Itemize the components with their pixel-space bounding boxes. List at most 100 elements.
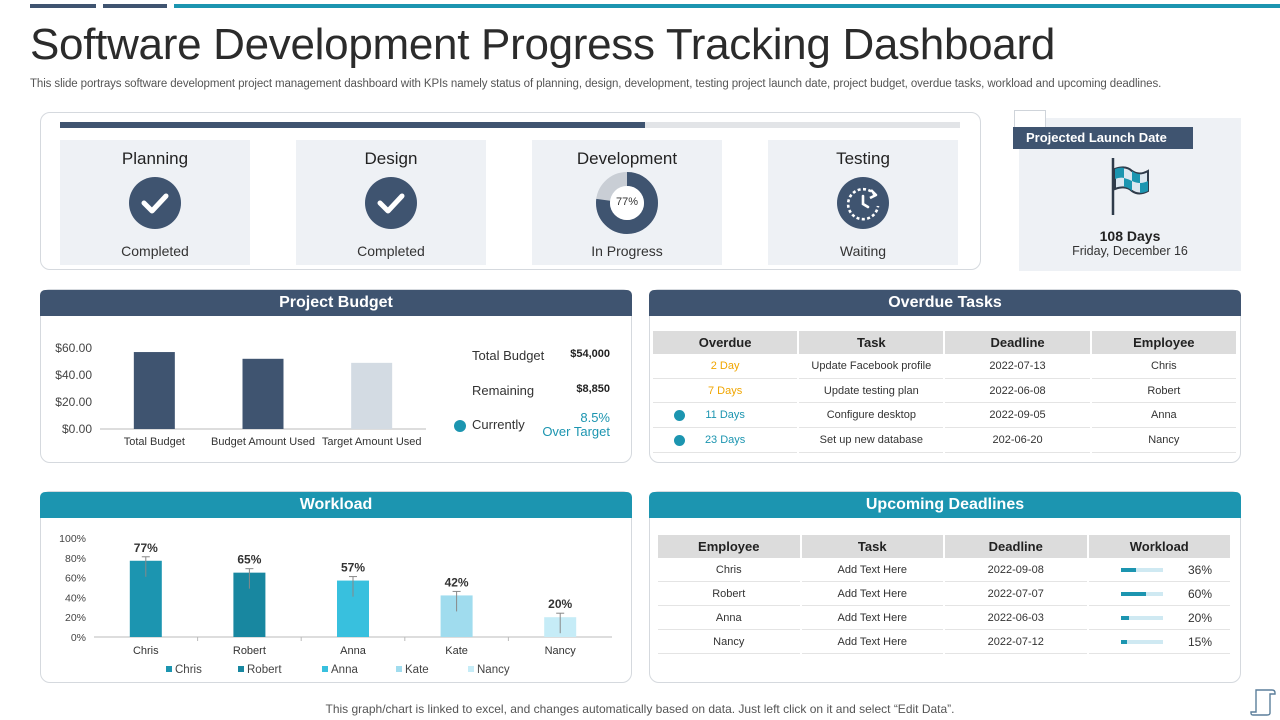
y-tick-label: $0.00: [62, 422, 92, 436]
deadline-cell: 202-06-20: [945, 428, 1090, 453]
table-row[interactable]: Anna Add Text Here 2022-06-03 20%: [658, 606, 1230, 630]
check-icon: [129, 177, 181, 229]
deadline-cell: 2022-09-08: [945, 558, 1087, 582]
footer-note: This graph/chart is linked to excel, and…: [325, 702, 955, 716]
overdue-value: 23 Days: [704, 433, 746, 446]
workload-cell: 60%: [1088, 582, 1230, 606]
col-employee[interactable]: Employee: [658, 535, 800, 558]
upcoming-table: Employee Task Deadline Workload Chris Add…: [656, 535, 1232, 654]
deadline-cell: 2022-06-08: [945, 379, 1090, 404]
stage-planning[interactable]: Planning Completed: [60, 140, 250, 265]
x-tick-label: Total Budget: [124, 436, 185, 448]
top-accent-bar-1: [30, 4, 96, 8]
table-row[interactable]: 7 Days Update testing plan 2022-06-08 Rober…: [653, 379, 1236, 404]
employee-cell: Robert: [658, 582, 800, 606]
col-deadline[interactable]: Deadline: [945, 331, 1090, 354]
deadline-cell: 2022-07-13: [945, 354, 1090, 379]
overdue-value: 11 Days: [705, 409, 745, 422]
workload-bar-fill: [1120, 592, 1146, 596]
currently-value: 8.5%: [580, 410, 610, 425]
budget-bar: [133, 352, 175, 429]
workload-percent: 60%: [1187, 587, 1212, 601]
table-row[interactable]: 11 Days Configure desktop 2022-09-05 Anna: [653, 403, 1236, 429]
page-subtitle: This slide portrays software development…: [30, 78, 1162, 90]
col-employee[interactable]: Employee: [1091, 331, 1236, 354]
workload-bar-fill: [1120, 568, 1136, 572]
task-cell: Configure desktop: [799, 403, 944, 429]
y-tick-label: $60.00: [55, 341, 92, 355]
col-task[interactable]: Task: [799, 331, 944, 354]
x-tick-label: Target Amount Used: [322, 436, 422, 448]
legend-swatch: [468, 666, 474, 672]
col-task[interactable]: Task: [801, 535, 943, 558]
stage-development[interactable]: Development 77% In Progress: [532, 140, 722, 265]
workload-bar-fill: [1120, 640, 1127, 644]
stage-status: Completed: [357, 243, 425, 259]
workload-bar-fill: [1120, 616, 1129, 620]
task-cell: Update Facebook profile: [799, 354, 944, 379]
y-tick-label: 20%: [65, 612, 86, 624]
y-tick-label: $40.00: [55, 368, 92, 382]
workload-percent: 20%: [1187, 611, 1212, 625]
currently-dot-icon: [454, 420, 466, 432]
overdue-cell: 7 Days: [653, 379, 798, 404]
col-deadline[interactable]: Deadline: [945, 535, 1087, 558]
table-row[interactable]: 2 Day Update Facebook profile 2022-07-13 Ch…: [653, 354, 1236, 379]
col-overdue[interactable]: Overdue: [653, 331, 798, 354]
budget-chart[interactable]: $0.00 $20.00 $40.00 $60.00 Total Budget Budge…: [44, 330, 434, 458]
workload-bar: [1120, 592, 1163, 596]
y-tick-label: 40%: [65, 592, 86, 604]
overdue-cell: 11 Days: [653, 403, 798, 429]
table-row[interactable]: Nancy Add Text Here 2022-07-12 15%: [658, 630, 1230, 654]
task-cell: Set up new database: [799, 428, 944, 453]
legend-swatch: [166, 666, 172, 672]
workload-bar: [1120, 616, 1163, 620]
legend-swatch: [322, 666, 328, 672]
task-cell: Update testing plan: [799, 379, 944, 404]
data-label: 57%: [341, 561, 365, 575]
task-cell: Add Text Here: [801, 582, 943, 606]
col-workload[interactable]: Workload: [1088, 535, 1230, 558]
x-tick-label: Budget Amount Used: [211, 436, 315, 448]
data-label: 42%: [445, 575, 469, 589]
stage-design[interactable]: Design Completed: [296, 140, 486, 265]
workload-cell: 36%: [1088, 558, 1230, 582]
workload-bar: [1120, 640, 1163, 644]
stage-testing[interactable]: Testing Waiting: [768, 140, 958, 265]
overdue-header: Overdue Tasks: [649, 290, 1241, 316]
launch-tab: [1014, 110, 1046, 128]
legend-label: Nancy: [477, 664, 510, 676]
task-cell: Add Text Here: [801, 630, 943, 654]
check-icon: [365, 177, 417, 229]
table-row[interactable]: Robert Add Text Here 2022-07-07 60%: [658, 582, 1230, 606]
employee-cell: Anna: [658, 606, 800, 630]
budget-header: Project Budget: [40, 290, 632, 316]
employee-cell: Robert: [1091, 379, 1236, 404]
launch-days: 108 Days: [1099, 228, 1161, 244]
deadline-cell: 2022-07-07: [945, 582, 1087, 606]
document-icon[interactable]: [1250, 688, 1276, 720]
remaining-label: Remaining: [472, 383, 535, 398]
remaining-value: $8,850: [576, 383, 610, 395]
status-dot-icon: [674, 435, 685, 447]
overdue-value: 7 Days: [707, 384, 743, 397]
y-tick-label: 80%: [65, 553, 86, 565]
overall-progress-fill: [60, 122, 645, 128]
x-tick-label: Robert: [233, 645, 266, 657]
stage-title: Testing: [836, 149, 890, 168]
employee-cell: Chris: [658, 558, 800, 582]
table-row[interactable]: 23 Days Set up new database 202-06-20 Nancy: [653, 428, 1236, 453]
upcoming-card: [649, 491, 1241, 683]
task-cell: Add Text Here: [801, 606, 943, 630]
overdue-cell: 23 Days: [653, 428, 798, 453]
overdue-table: Overdue Task Deadline Employee 2 Day Upda…: [651, 331, 1238, 453]
legend-label: Chris: [175, 664, 202, 676]
employee-cell: Nancy: [658, 630, 800, 654]
legend-swatch: [238, 666, 244, 672]
workload-chart[interactable]: 0% 20% 40% 60% 80% 100% 77% Chris 65% Robert 57% An…: [44, 525, 624, 680]
clock-refresh-icon: [837, 177, 889, 229]
stage-status: Waiting: [839, 243, 887, 259]
stage-title: Planning: [121, 149, 189, 168]
table-row[interactable]: Chris Add Text Here 2022-09-08 36%: [658, 558, 1230, 582]
deadline-cell: 2022-06-03: [945, 606, 1087, 630]
